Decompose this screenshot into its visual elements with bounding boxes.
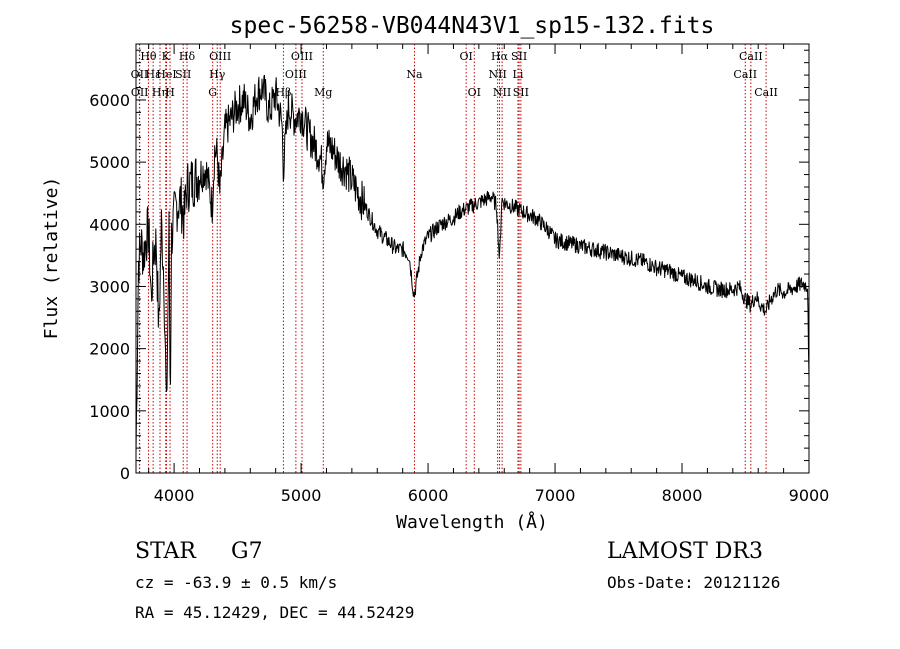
x-tick-label: 6000: [408, 486, 449, 505]
line-marker-label: SII: [513, 86, 529, 99]
x-tick-label: 8000: [662, 486, 703, 505]
line-marker-label: NII: [493, 86, 511, 99]
line-marker-label: NII: [488, 68, 506, 81]
x-tick-label: 7000: [535, 486, 576, 505]
line-marker-label: CaII: [733, 68, 757, 81]
line-marker-label: K: [162, 50, 171, 63]
line-marker-label: Hγ: [209, 68, 226, 81]
y-tick-label: 4000: [89, 215, 130, 234]
y-tick-label: 5000: [89, 153, 130, 172]
ticks-layer: 4000 5000 6000 7000 8000 9000 0 1000 2000 3000 400…: [89, 44, 829, 505]
line-marker-label: CaII: [739, 50, 763, 63]
x-tick-label: 4000: [154, 486, 195, 505]
y-axis-label: Flux (relative): [41, 177, 62, 340]
line-marker-label: Hε: [145, 68, 161, 81]
y-tick-label: 3000: [89, 277, 130, 296]
line-marker-label: Na: [406, 68, 423, 81]
line-marker-label: G: [208, 86, 217, 99]
line-marker-label: OI: [459, 50, 472, 63]
series-layer: [135, 74, 810, 455]
line-markers-layer: [138, 44, 767, 473]
line-marker-label: Hθ: [140, 50, 157, 63]
line-marker-label: OII: [131, 68, 149, 81]
x-tick-label: 9000: [789, 486, 830, 505]
y-tick-label: 6000: [89, 91, 130, 110]
line-marker-label: OIII: [285, 68, 307, 81]
line-marker-label: OIII: [209, 50, 231, 63]
x-tick-label: 5000: [281, 486, 322, 505]
redshift-text: cz = -63.9 ± 0.5 km/s: [135, 573, 338, 592]
plot-frame: [135, 43, 810, 474]
line-marker-label: Mg: [314, 86, 332, 99]
line-marker-label: CaII: [754, 86, 778, 99]
line-marker-label: Li: [513, 68, 524, 81]
survey-name: LAMOST DR3: [607, 539, 763, 564]
line-marker-label: OIII: [291, 50, 313, 63]
object-class-text: STAR: [135, 539, 196, 564]
line-marker-label: HeI: [156, 68, 176, 81]
line-marker-label: Hδ: [179, 50, 196, 63]
spectrum-line: [135, 74, 810, 455]
line-marker-label: Hη: [152, 86, 168, 99]
coords-text: RA = 45.12429, DEC = 44.52429: [135, 603, 415, 622]
line-marker-label: OII: [131, 86, 149, 99]
line-marker-label: H: [165, 86, 175, 99]
y-tick-label: 1000: [89, 402, 130, 421]
line-marker-label: OI: [468, 86, 481, 99]
y-tick-label: 0: [120, 464, 130, 483]
obs-date-text: Obs-Date: 20121126: [607, 573, 781, 592]
line-marker-label: SII: [511, 50, 527, 63]
axes-layer: [135, 43, 810, 474]
line-marker-label: Hβ: [275, 86, 291, 99]
line-marker-label: Hα: [491, 50, 509, 63]
subclass-text: G7: [231, 539, 263, 564]
object-class: STAR G7: [135, 539, 263, 564]
line-marker-label: SII: [175, 68, 191, 81]
y-tick-label: 2000: [89, 340, 130, 359]
x-axis-label: Wavelength (Å): [396, 511, 548, 533]
chart-title: spec-56258-VB044N43V1_sp15-132.fits: [230, 13, 715, 39]
